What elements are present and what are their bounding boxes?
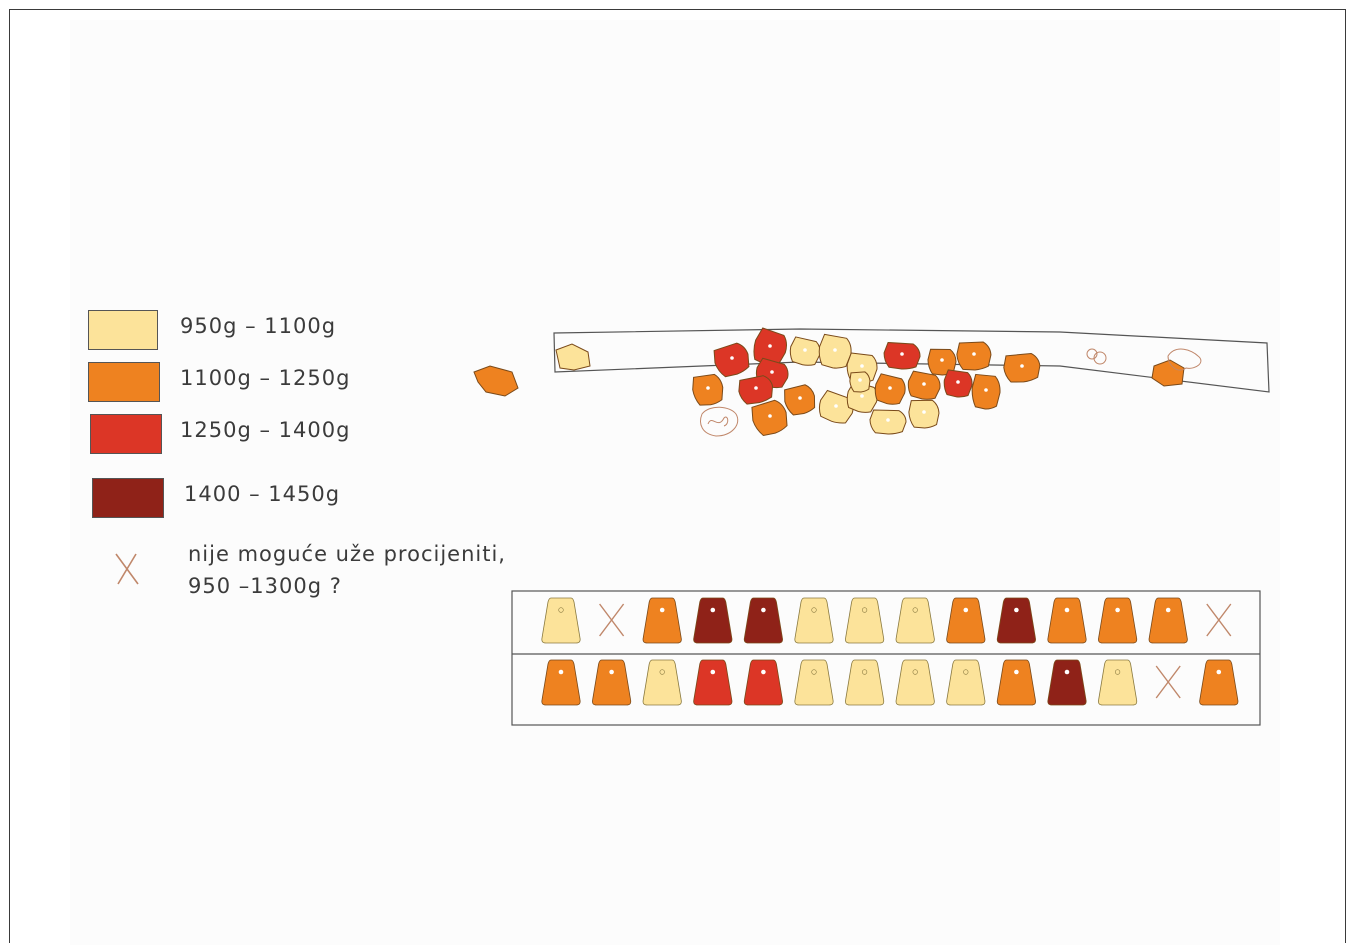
- weight-hole: [660, 608, 665, 613]
- weight-hole: [706, 386, 710, 390]
- loom-weight-light: [795, 660, 833, 705]
- weight-hole: [1020, 364, 1024, 368]
- weight-hole: [972, 352, 976, 356]
- loom-weight-dark-red: [744, 598, 782, 643]
- loom-weight-orange: [1098, 598, 1136, 643]
- weight-hole: [761, 608, 766, 613]
- weight-hole: [888, 386, 892, 390]
- loom-weight-red: [744, 660, 782, 705]
- loom-weight-light: [845, 598, 883, 643]
- scattered-weight-orange: [971, 374, 1001, 409]
- scattered-weight-orange: [906, 371, 942, 402]
- weight-hole: [886, 418, 890, 422]
- cross-icon: [600, 604, 624, 636]
- loom-weight-dark-red: [1048, 660, 1086, 705]
- weight-hole: [940, 358, 944, 362]
- loom-weight-red: [694, 660, 732, 705]
- weight-hole: [833, 348, 837, 352]
- loom-weight-orange: [643, 598, 681, 643]
- loom-weight-light: [896, 598, 934, 643]
- loom-weight-light: [845, 660, 883, 705]
- weight-hole: [711, 608, 716, 613]
- stray-weight-right: [1152, 360, 1184, 386]
- fragment-outline-left: [701, 407, 738, 436]
- stray-weight-left: [474, 366, 518, 396]
- weight-hole: [768, 414, 772, 418]
- weight-hole: [860, 364, 864, 368]
- weight-hole: [730, 356, 734, 360]
- loom-weight-orange: [1200, 660, 1238, 705]
- fragment-ring-2: [1094, 352, 1106, 364]
- fragment-outline-right: [1168, 349, 1201, 370]
- loom-weight-light: [896, 660, 934, 705]
- weight-hole: [1115, 608, 1120, 613]
- loom-weight-orange: [947, 598, 985, 643]
- weight-hole: [761, 670, 766, 675]
- loom-weight-light: [795, 598, 833, 643]
- weight-hole: [768, 344, 772, 348]
- loom-weight-dark-red: [694, 598, 732, 643]
- weight-hole: [858, 378, 862, 382]
- loom-weight-light: [1098, 660, 1136, 705]
- weight-hole: [1065, 608, 1070, 613]
- weight-hole: [1166, 608, 1171, 613]
- loom-weight-light: [947, 660, 985, 705]
- weight-hole: [860, 394, 864, 398]
- fragment-inner-line: [708, 417, 728, 426]
- weight-hole: [711, 670, 716, 675]
- cross-icon: [1207, 604, 1231, 636]
- weight-hole: [1014, 670, 1019, 675]
- weight-hole: [964, 608, 969, 613]
- weight-hole: [900, 352, 904, 356]
- loom-weight-cluster: [691, 327, 1042, 439]
- loom-weight-orange: [592, 660, 630, 705]
- scattered-weight-light: [908, 399, 939, 429]
- stray-weight-in-trench: [556, 344, 590, 370]
- weight-hole: [1014, 608, 1019, 613]
- scattered-weight-orange: [872, 373, 907, 407]
- loom-weight-light: [542, 598, 580, 643]
- weight-hole: [803, 348, 807, 352]
- weight-hole: [754, 386, 758, 390]
- loom-weight-orange: [542, 660, 580, 705]
- scattered-weight-light: [849, 371, 871, 393]
- weight-hole: [559, 670, 564, 675]
- loom-weight-orange: [997, 660, 1035, 705]
- weight-hole: [798, 396, 802, 400]
- scattered-weight-red: [943, 370, 974, 399]
- scattered-weight-red: [711, 340, 753, 380]
- weight-hole: [1217, 670, 1222, 675]
- weight-hole: [922, 410, 926, 414]
- weight-hole: [922, 382, 926, 386]
- loom-weight-orange: [1048, 598, 1086, 643]
- scattered-weight-light: [870, 410, 906, 434]
- weight-hole: [770, 370, 774, 374]
- weight-hole: [1065, 670, 1070, 675]
- weight-hole: [956, 380, 960, 384]
- weight-row-2: [542, 660, 1238, 705]
- loom-weight-dark-red: [997, 598, 1035, 643]
- weight-hole: [609, 670, 614, 675]
- scattered-weight-orange: [691, 373, 726, 408]
- cross-icon: [1156, 666, 1180, 698]
- scattered-weight-orange: [782, 382, 819, 417]
- weight-hole: [984, 388, 988, 392]
- loom-weight-orange: [1149, 598, 1187, 643]
- scattered-weight-light: [788, 336, 822, 367]
- scattered-weight-orange: [956, 341, 992, 371]
- loom-weight-light: [643, 660, 681, 705]
- weight-hole: [834, 404, 838, 408]
- scattered-weight-orange: [1002, 352, 1041, 384]
- scattered-weight-red: [884, 342, 921, 369]
- weight-row-1: [542, 598, 1231, 643]
